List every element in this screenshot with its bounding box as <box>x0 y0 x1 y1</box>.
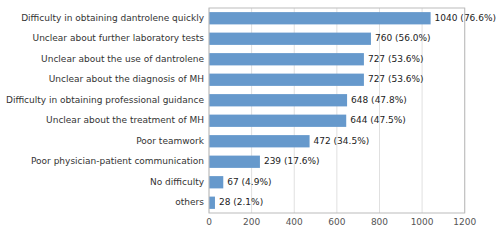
tick-label: 0 <box>206 217 212 227</box>
value-label: 648 (47.8%) <box>351 95 407 105</box>
bars <box>209 12 431 209</box>
bar <box>209 74 364 86</box>
value-label: 760 (56.0%) <box>375 33 431 43</box>
bar <box>209 135 310 147</box>
bar <box>209 197 215 209</box>
category-label: Poor teamwork <box>136 136 205 146</box>
value-label: 239 (17.6%) <box>264 156 320 166</box>
bar <box>209 115 346 127</box>
bar <box>209 33 371 45</box>
tick-label: 800 <box>371 217 388 227</box>
category-label: Poor physician-patient communication <box>31 156 204 166</box>
value-label: 644 (47.5%) <box>350 115 406 125</box>
bar <box>209 12 431 24</box>
value-label: 727 (53.6%) <box>368 54 424 64</box>
bar <box>209 53 364 65</box>
value-label: 472 (34.5%) <box>314 136 370 146</box>
chart: Difficulty in obtaining dantrolene quick… <box>0 0 500 233</box>
value-label: 67 (4.9%) <box>227 177 271 187</box>
value-label: 28 (2.1%) <box>219 197 263 207</box>
bar <box>209 176 223 188</box>
tick-label: 1200 <box>453 217 476 227</box>
category-label: others <box>175 197 204 207</box>
category-label: Unclear about the treatment of MH <box>46 115 204 125</box>
category-label: Unclear about the use of dantrolene <box>41 54 204 64</box>
tick-label: 600 <box>328 217 345 227</box>
plot-frame <box>209 8 465 213</box>
tick-label: 400 <box>286 217 303 227</box>
value-label: 727 (53.6%) <box>368 74 424 84</box>
category-label: Unclear about the diagnosis of MH <box>49 74 204 84</box>
category-label: No difficulty <box>150 177 205 187</box>
bar <box>209 156 260 168</box>
category-label: Difficulty in obtaining dantrolene quick… <box>21 13 204 23</box>
tick-label: 1000 <box>411 217 434 227</box>
grid <box>209 8 465 213</box>
category-label: Difficulty in obtaining professional gui… <box>6 95 205 105</box>
value-label: 1040 (76.6%) <box>435 13 496 23</box>
tick-label: 200 <box>243 217 260 227</box>
category-label: Unclear about further laboratory tests <box>33 33 205 43</box>
bar <box>209 94 347 106</box>
